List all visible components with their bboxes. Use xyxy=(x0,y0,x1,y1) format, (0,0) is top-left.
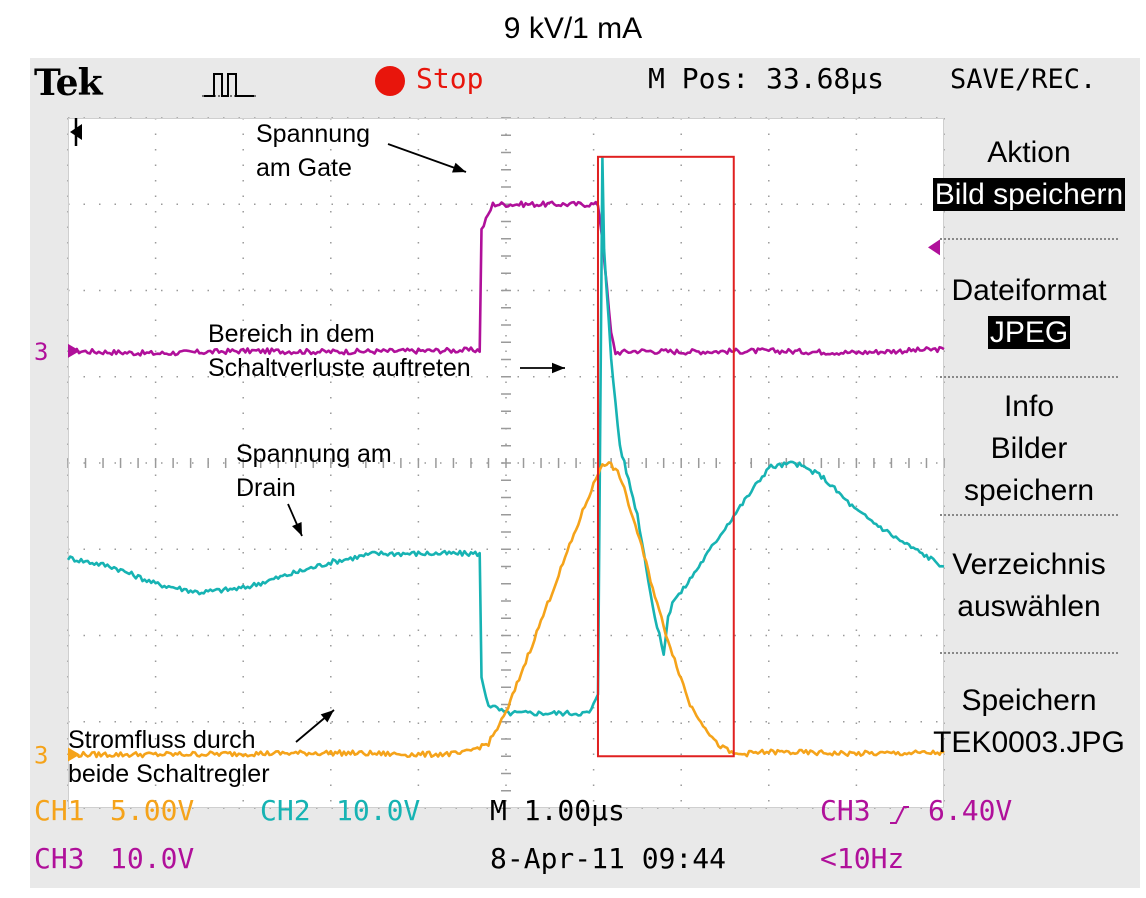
annotation-current-line: beide Schaltregler xyxy=(68,760,270,788)
annotation-region-line: Schaltverluste auftreten xyxy=(208,354,471,382)
menu-info-line1[interactable]: Info xyxy=(1003,390,1055,423)
switching-loss-region-box xyxy=(596,155,735,758)
menu-separator xyxy=(940,376,1118,378)
annotation-drain-line: Spannung am xyxy=(236,440,392,468)
oscilloscope-screen: Tek Stop M Pos: 33.68µs SAVE/REC. 3 3 Span… xyxy=(30,58,1140,888)
ch3-label: CH3 xyxy=(34,842,85,875)
ch3-ground-marker-arrow xyxy=(68,343,80,358)
ch1-ground-marker-label: 3 xyxy=(34,742,48,770)
menu-info-line2[interactable]: Bilder xyxy=(990,432,1068,465)
stop-indicator-icon xyxy=(375,66,405,96)
menu-format-value[interactable]: JPEG xyxy=(918,312,1140,353)
annotation-drain-line: Drain xyxy=(236,474,296,502)
annotation-gate-line: am Gate xyxy=(256,154,352,182)
ch3-ground-marker-label: 3 xyxy=(34,338,48,366)
ch1-scale: 5.00V xyxy=(110,794,195,827)
brand-logo: Tek xyxy=(34,62,103,104)
menu-title: SAVE/REC. xyxy=(950,64,1097,95)
pulse-icon xyxy=(202,73,258,97)
graticule: 3 3 Spannung am Gate Bereich in dem Schaltver… xyxy=(34,117,945,809)
annotation-region-arrow-head xyxy=(551,362,565,374)
ch1-label: CH1 xyxy=(34,794,85,827)
menu-dir-line2[interactable]: auswählen xyxy=(957,590,1101,623)
menu-separator xyxy=(940,514,1118,516)
run-status: Stop xyxy=(416,62,484,95)
rising-edge-icon xyxy=(890,806,909,824)
menu-dir-line1[interactable]: Verzeichnis xyxy=(952,548,1106,581)
menu-format-value-text: JPEG xyxy=(987,316,1071,349)
menu-save-line1[interactable]: Speichern xyxy=(961,684,1097,717)
date-time: 8-Apr-11 09:44 xyxy=(490,842,727,875)
ch3-scale: 10.0V xyxy=(110,842,195,875)
annotation-gate-arrow xyxy=(387,143,467,173)
annotation-current-arrow-head xyxy=(320,710,334,723)
menu-action-value[interactable]: Bild speichern xyxy=(918,174,1140,215)
menu-separator xyxy=(940,652,1118,654)
ch1-ground-marker-arrow xyxy=(68,747,80,762)
ch2-scale: 10.0V xyxy=(336,794,421,827)
ch2-label: CH2 xyxy=(260,794,311,827)
menu-action-label[interactable]: Aktion xyxy=(987,136,1071,169)
annotation-gate-arrow-head xyxy=(452,162,466,173)
annotation-region-line: Bereich in dem xyxy=(208,320,375,348)
chart-title: 9 kV/1 mA xyxy=(503,12,643,45)
trigger-frequency: <10Hz xyxy=(820,842,905,875)
menu-info-line3[interactable]: speichern xyxy=(963,474,1095,507)
annotation-current-line: Stromfluss durch xyxy=(68,726,256,754)
side-menu: Aktion Bild speichern Dateiformat JPEG I… xyxy=(918,118,1140,808)
trigger-level: 6.40V xyxy=(928,794,1013,827)
annotation-drain-arrow-head xyxy=(292,522,302,536)
trigger-source: CH3 xyxy=(820,794,871,827)
graticule-border xyxy=(68,118,944,808)
waveform-plot: 3 3 Spannung am Gate Bereich in dem Schaltver… xyxy=(34,117,945,809)
timebase-readout: M 1.00µs xyxy=(490,794,625,827)
menu-action-value-text: Bild speichern xyxy=(932,178,1126,211)
trace-ch3 xyxy=(67,200,945,357)
menu-format-label[interactable]: Dateiformat xyxy=(951,274,1107,307)
trace-ch1 xyxy=(67,461,945,759)
trace-ch2 xyxy=(66,156,945,717)
trigger-level-marker xyxy=(928,239,940,256)
menu-separator xyxy=(940,238,1118,240)
m-pos-readout: M Pos: 33.68µs xyxy=(648,62,885,95)
menu-save-line2[interactable]: TEK0003.JPG xyxy=(933,726,1125,759)
annotation-gate-line: Spannung xyxy=(256,120,370,148)
